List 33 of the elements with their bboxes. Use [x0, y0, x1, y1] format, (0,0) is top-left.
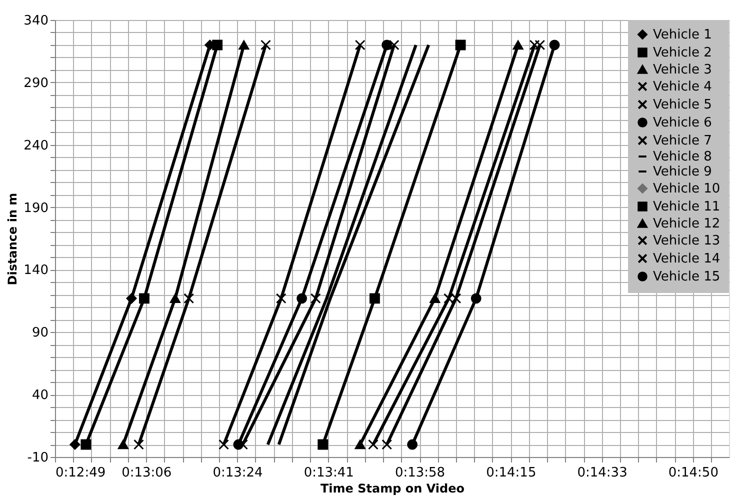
y-tick-label: 90 — [32, 326, 48, 341]
y-tick-label: 340 — [24, 14, 48, 28]
x-tick-label: 0:13:24 — [212, 466, 263, 480]
legend-label: Vehicle 5 — [653, 98, 712, 112]
x-tick-label: 0:14:50 — [668, 466, 718, 480]
y-tick-label: 190 — [24, 200, 48, 216]
legend-label: Vehicle 7 — [653, 134, 712, 148]
y-tick-label: -10 — [27, 450, 48, 466]
legend-label: Vehicle 10 — [653, 182, 720, 196]
x-tick-label: 0:13:58 — [394, 466, 446, 480]
legend-label: Vehicle 14 — [653, 252, 720, 266]
x-tick-label: 0:13:06 — [122, 466, 172, 480]
legend-label: Vehicle 6 — [653, 116, 712, 130]
legend-label: Vehicle 4 — [653, 80, 712, 94]
y-tick-label: 140 — [24, 263, 48, 278]
y-tick-label: 240 — [24, 138, 48, 154]
legend-label: Vehicle 11 — [653, 200, 720, 214]
x-tick-label: 0:13:41 — [304, 466, 354, 480]
legend-label: Vehicle 9 — [653, 164, 712, 180]
legend-label: Vehicle 13 — [653, 234, 720, 248]
legend-label: Vehicle 1 — [653, 28, 712, 42]
y-tick-label: 290 — [24, 76, 48, 91]
y-tick-label: 40 — [32, 388, 48, 404]
legend-label: Vehicle 2 — [653, 46, 712, 60]
x-axis-title: Time Stamp on Video — [320, 482, 464, 496]
legend-label: Vehicle 3 — [653, 62, 712, 78]
x-tick-label: 0:14:33 — [577, 466, 628, 480]
legend-label: Vehicle 8 — [653, 150, 712, 164]
legend-label: Vehicle 15 — [653, 270, 720, 284]
y-axis-title: Distance in m — [6, 192, 20, 286]
legend-label: Vehicle 12 — [653, 216, 720, 232]
x-tick-label: 0:14:15 — [486, 466, 536, 480]
x-tick-label: 0:12:49 — [56, 466, 106, 480]
